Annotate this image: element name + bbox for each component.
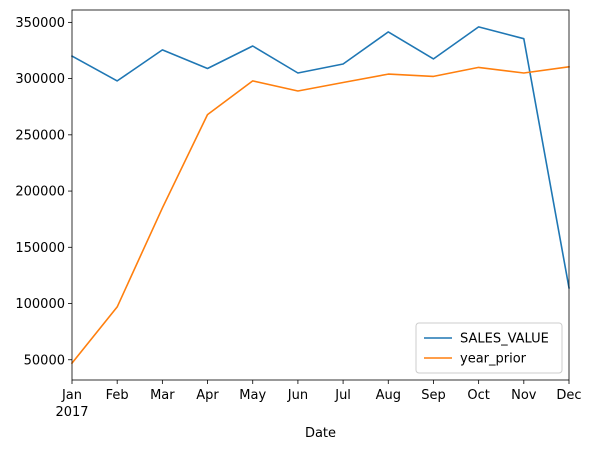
legend-entry: SALES_VALUE <box>460 332 549 347</box>
x-tick-label: Jun <box>287 388 308 403</box>
x-tick-label: Aug <box>376 388 401 403</box>
x-tick-label: Sep <box>421 388 446 403</box>
y-tick-label: 100000 <box>15 297 65 312</box>
y-tick-label: 350000 <box>15 16 65 31</box>
legend-box <box>415 322 563 374</box>
x-tick-label: Nov <box>511 388 537 403</box>
x-tick-label: Jan <box>61 388 82 403</box>
x-axis-label: Date <box>305 426 336 441</box>
x-tick-label: Mar <box>150 388 175 403</box>
legend: SALES_VALUE year_prior <box>415 322 563 374</box>
x-axis: Jan Feb Mar Apr May Jun Jul Aug Sep Oct Nov Dec 2017 <box>55 380 582 420</box>
plot-lines <box>70 26 570 365</box>
x-tick-label: Feb <box>106 388 129 403</box>
x-tick-label: May <box>239 388 266 403</box>
x-year-label: 2017 <box>55 405 88 420</box>
y-tick-label: 200000 <box>15 185 65 200</box>
y-tick-label: 50000 <box>24 353 65 368</box>
x-tick-label: Jul <box>334 388 351 403</box>
x-tick-label: Dec <box>556 388 581 403</box>
y-tick-label: 300000 <box>15 72 65 87</box>
plot-frame <box>71 9 570 381</box>
y-tick-label: 150000 <box>15 241 65 256</box>
legend-entry: year_prior <box>460 352 527 367</box>
series-line-sales-value <box>70 26 570 289</box>
series-line-year-prior <box>70 65 570 365</box>
y-axis: 50000 100000 150000 200000 250000 300000 35000… <box>15 16 72 368</box>
x-tick-label: Apr <box>196 388 219 403</box>
y-tick-label: 250000 <box>15 128 65 143</box>
x-tick-label: Oct <box>467 388 489 403</box>
